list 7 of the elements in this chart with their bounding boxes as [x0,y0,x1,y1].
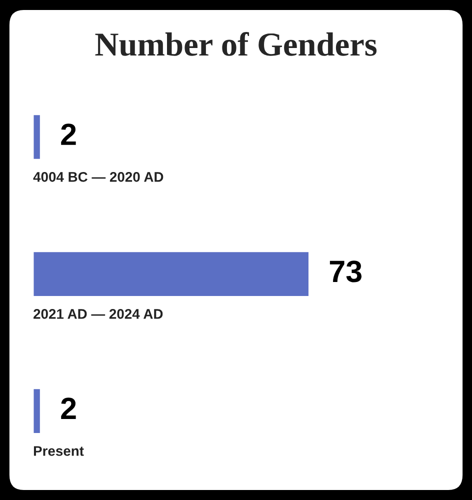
y-tick-label: 4004 BC — 2020 AD [33,172,164,182]
data-label: 73 [330,260,362,282]
y-tick-label: Present [34,446,84,456]
data-label: 2 [61,398,76,419]
y-tick-label: 2021 AD — 2024 AD [34,309,163,319]
chart-title: Number of Genders [95,32,377,56]
data-label: 2 [61,124,76,145]
